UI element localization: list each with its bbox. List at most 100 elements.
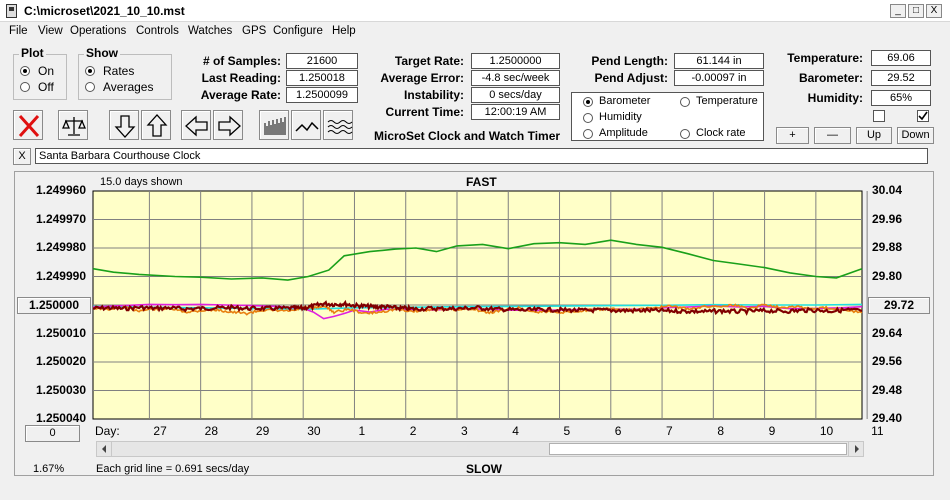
y-left-tick-label: 1.249970 <box>35 211 86 226</box>
y-right-tick-label: 29.96 <box>872 211 903 226</box>
scroll-thumb[interactable] <box>549 443 847 455</box>
instability-label: Instability: <box>403 88 464 102</box>
arrow-right-button[interactable] <box>213 110 243 140</box>
y-left-tick-label: 1.249980 <box>35 240 86 254</box>
scale-plus-button[interactable]: + <box>776 127 809 144</box>
barometer-label: Barometer: <box>798 71 863 85</box>
x-tick-label: 9 <box>768 424 776 438</box>
offset-button[interactable]: 0 <box>25 425 80 442</box>
scroll-left-icon <box>102 445 106 453</box>
show-averages-radio[interactable] <box>85 82 95 92</box>
aux-temperature-radio[interactable] <box>680 97 690 107</box>
aux-series-selector <box>571 92 764 141</box>
y-right-tick-label: 29.88 <box>872 240 903 254</box>
left-checkbox[interactable] <box>873 110 885 122</box>
clear-button[interactable] <box>13 110 43 140</box>
menu-controls[interactable]: Controls <box>136 25 179 37</box>
app-heading: MicroSet Clock and Watch Timer <box>374 129 561 143</box>
arrow-up-button[interactable] <box>141 110 171 140</box>
maximize-button[interactable]: □ <box>908 4 924 18</box>
horizontal-scrollbar[interactable] <box>96 441 864 457</box>
x-tick-label: 11 <box>871 424 884 438</box>
y-left-tick-label: 1.250040 <box>35 411 86 425</box>
scroll-right-icon <box>855 445 859 453</box>
clock-name-input[interactable]: Santa Barbara Courthouse Clock <box>35 148 928 164</box>
scale-down-button[interactable]: Down <box>897 127 934 144</box>
scroll-right-button[interactable] <box>848 442 863 456</box>
target-rate-value[interactable]: 1.2500000 <box>471 53 560 69</box>
wave-graph-button[interactable] <box>323 110 353 140</box>
x-tick-label: 1 <box>358 424 366 438</box>
window-title: C:\microset\2021_10_10.mst <box>24 4 185 18</box>
scale-up-button[interactable]: Up <box>856 127 892 144</box>
scale-minus-button[interactable]: — <box>814 127 851 144</box>
right-checkbox[interactable] <box>917 110 929 122</box>
plot-group-title: Plot <box>19 46 46 60</box>
menu-gps[interactable]: GPS <box>242 25 267 37</box>
aux-clock-rate-radio[interactable] <box>680 129 690 139</box>
menu-configure[interactable]: Configure <box>273 25 323 37</box>
aux-barometer-radio[interactable] <box>583 97 593 107</box>
aux-humidity-radio[interactable] <box>583 113 593 123</box>
x-tick-label: 6 <box>614 424 622 438</box>
current-time-label: Current Time: <box>385 105 464 119</box>
y-right-tick-label: 29.40 <box>872 411 903 425</box>
pend-length-value[interactable]: 61.144 in <box>674 53 764 69</box>
samples-label: # of Samples: <box>202 54 281 68</box>
pend-adjust-label: Pend Adjust: <box>594 71 668 85</box>
title-bar: C:\microset\2021_10_10.mst _ □ X <box>0 0 950 22</box>
aux-amplitude-radio[interactable] <box>583 129 593 139</box>
x-tick-label: 30 <box>307 424 321 438</box>
aux-center-button[interactable]: 29.72 <box>868 297 930 314</box>
average-rate-value: 1.2500099 <box>286 87 358 103</box>
x-tick-label: 8 <box>717 424 724 438</box>
balance-button[interactable] <box>58 110 88 140</box>
show-rates-radio[interactable] <box>85 66 95 76</box>
arrow-left-button[interactable] <box>181 110 211 140</box>
rate-center-button[interactable]: 1.250000 <box>17 297 91 314</box>
plot-off-radio[interactable] <box>20 82 30 92</box>
barometer-value: 29.52 <box>871 70 931 86</box>
close-button[interactable]: X <box>926 4 942 18</box>
menu-view[interactable]: View <box>38 25 63 37</box>
humidity-value: 65% <box>871 90 931 106</box>
arrow-left-icon <box>185 115 208 137</box>
aux-clock-rate-label: Clock rate <box>696 127 746 139</box>
bar-graph-button[interactable] <box>259 110 289 140</box>
menu-watches[interactable]: Watches <box>188 25 233 37</box>
app-icon <box>6 4 17 18</box>
temperature-value: 69.06 <box>871 50 931 66</box>
arrow-right-icon <box>218 115 241 137</box>
x-tick-label: 4 <box>512 424 519 438</box>
x-tick-label: 10 <box>819 424 834 438</box>
samples-value: 21600 <box>286 53 358 69</box>
series-rate-line <box>92 299 863 316</box>
temperature-label: Temperature: <box>787 51 863 65</box>
clock-name-close-button[interactable]: X <box>13 148 31 165</box>
x-tick-label: 3 <box>460 424 468 438</box>
arrow-down-icon <box>114 115 136 138</box>
last-reading-label: Last Reading: <box>201 71 281 85</box>
menu-operations[interactable]: Operations <box>70 25 127 37</box>
humidity-label: Humidity: <box>807 91 863 105</box>
slow-label: SLOW <box>466 462 502 476</box>
y-left-tick-label: 1.249960 <box>35 183 86 197</box>
menu-help[interactable]: Help <box>332 25 356 37</box>
series-baro-line <box>92 303 863 316</box>
menu-file[interactable]: File <box>9 25 28 37</box>
fast-label: FAST <box>466 175 497 189</box>
show-group-title: Show <box>84 46 120 60</box>
x-tick-label: 7 <box>666 424 673 438</box>
scroll-left-button[interactable] <box>97 442 112 456</box>
minimize-button[interactable]: _ <box>890 4 906 18</box>
plot-on-radio[interactable] <box>20 66 30 76</box>
average-error-value: -4.8 sec/week <box>471 70 560 86</box>
x-tick-label: 29 <box>255 424 270 438</box>
days-shown-label: 15.0 days shown <box>100 176 183 188</box>
arrow-down-button[interactable] <box>109 110 139 140</box>
x-tick-label: 5 <box>563 424 571 438</box>
y-right-tick-label: 30.04 <box>872 183 903 197</box>
line-graph-button[interactable] <box>291 110 321 140</box>
clear-icon <box>18 114 40 138</box>
